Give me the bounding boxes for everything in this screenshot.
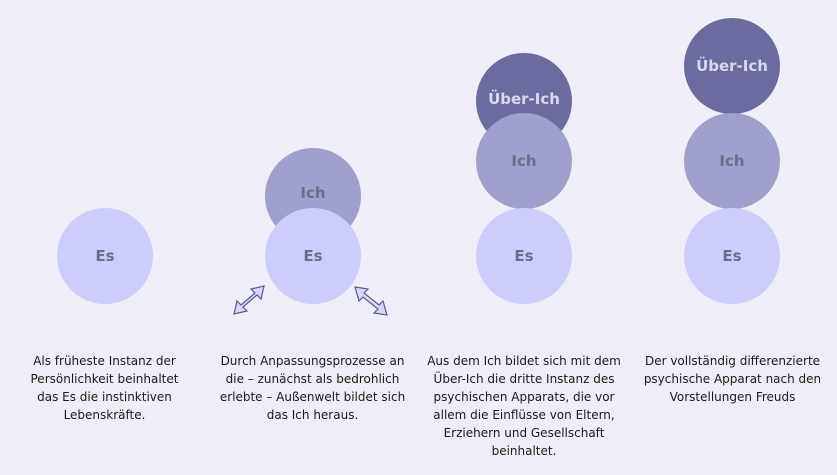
double-arrow-icon-right — [354, 286, 388, 316]
stage1-es-circle: Es — [57, 208, 153, 304]
stage1-caption: Als früheste Instanz der Persönlichkeit … — [30, 354, 179, 422]
stage2-es-label: Es — [303, 247, 323, 265]
stage3-es-circle: Es — [476, 208, 572, 304]
stage4-ueber-ich-circle: Über-Ich — [684, 18, 780, 114]
stage3-caption: Aus dem Ich bildet sich mit dem Über-Ich… — [427, 354, 621, 458]
stage4-es-circle: Es — [684, 208, 780, 304]
stage4-ueber-ich-label: Über-Ich — [696, 57, 768, 75]
stage3-ich-circle: Ich — [476, 113, 572, 209]
stage2-ich-label: Ich — [300, 184, 326, 202]
stage3-es-label: Es — [514, 247, 534, 265]
stage2-es-circle: Es — [265, 208, 361, 304]
stage4-es-label: Es — [722, 247, 742, 265]
double-arrow-icon-left — [233, 285, 265, 315]
stage1-es-label: Es — [95, 247, 115, 265]
stage2-caption: Durch Anpassungsprozesse an die – zunäch… — [219, 354, 406, 422]
stage4-ich-circle: Ich — [684, 113, 780, 209]
stage3-ich-label: Ich — [511, 152, 537, 170]
stage4-caption: Der vollständig differenzierte psychisch… — [643, 354, 822, 404]
stage3-ueber-ich-label: Über-Ich — [488, 90, 560, 108]
stage4-ich-label: Ich — [719, 152, 745, 170]
